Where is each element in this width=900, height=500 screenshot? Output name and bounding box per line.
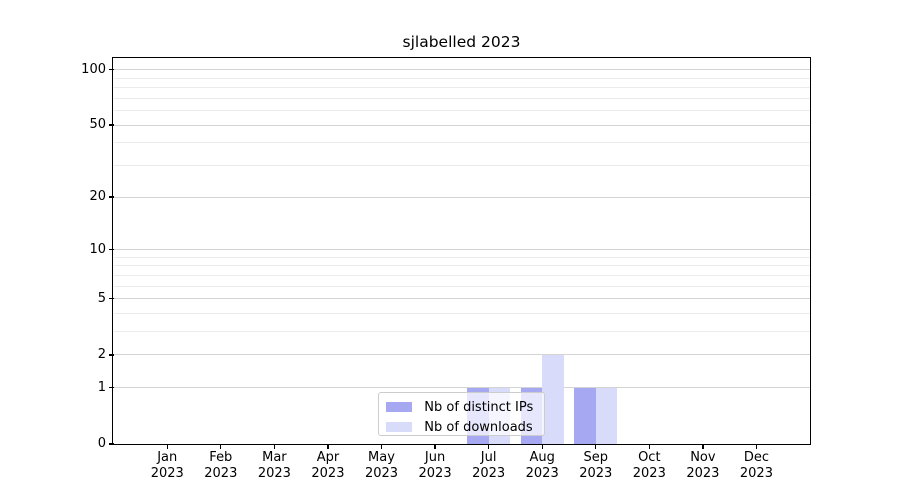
x-tick-label: Jul 2023: [472, 450, 506, 481]
x-tick-mark: [702, 444, 704, 449]
y-gridline-minor: [113, 164, 810, 166]
legend-label-downloads: Nb of downloads: [424, 419, 533, 435]
x-tick-mark: [434, 444, 436, 449]
x-tick-label: Sep 2023: [579, 450, 613, 481]
y-gridline-minor: [113, 312, 810, 314]
x-tick-mark: [380, 444, 383, 449]
legend: Nb of distinct IPs Nb of downloads: [378, 392, 546, 437]
x-tick-label: May 2023: [364, 450, 399, 481]
x-tick-label: Apr 2023: [311, 450, 345, 481]
x-tick-label: Aug 2023: [525, 450, 559, 481]
y-tick-label: 5: [97, 290, 106, 306]
x-tick-mark: [220, 444, 222, 449]
legend-entry-downloads: Nb of downloads: [386, 419, 537, 435]
x-tick-mark: [648, 444, 650, 449]
y-tick-label: 100: [81, 61, 106, 77]
x-tick-label: Jun 2023: [418, 450, 452, 481]
y-gridline-major: [113, 249, 810, 251]
x-tick-mark: [327, 444, 329, 449]
x-tick-mark: [487, 444, 490, 449]
y-tick-label: 0: [97, 436, 106, 451]
x-tick-label: Dec 2023: [739, 450, 773, 481]
y-gridline-minor: [113, 265, 810, 267]
y-gridline-minor: [113, 77, 810, 79]
y-gridline-major: [113, 387, 810, 389]
legend-label-distinct-ips: Nb of distinct IPs: [424, 399, 534, 415]
y-gridline-major: [113, 124, 810, 126]
x-tick-mark: [273, 444, 276, 449]
y-tick-mark: [108, 443, 114, 445]
y-tick-mark: [108, 387, 114, 389]
x-tick-label: Nov 2023: [686, 450, 720, 481]
bar-downloads: [542, 354, 564, 444]
bar-distinct-ips: [574, 387, 596, 444]
x-tick-mark: [166, 444, 168, 449]
y-tick-label: 2: [97, 346, 106, 362]
y-gridline-minor: [113, 142, 810, 144]
x-tick-mark: [755, 444, 758, 449]
y-gridline-minor: [113, 110, 810, 112]
y-gridline-minor: [113, 331, 810, 333]
x-tick-label: Mar 2023: [257, 450, 291, 481]
y-gridline-minor: [113, 274, 810, 276]
y-gridline-minor: [113, 87, 810, 89]
legend-entry-distinct-ips: Nb of distinct IPs: [386, 399, 537, 415]
bar-downloads: [595, 387, 618, 444]
y-gridline-major: [113, 69, 810, 71]
y-tick-mark: [108, 298, 114, 300]
legend-swatch-distinct-ips: [386, 402, 413, 413]
y-gridline-major: [113, 196, 810, 198]
y-tick-mark: [108, 248, 114, 251]
y-tick-label: 1: [97, 379, 106, 395]
y-tick-mark: [108, 354, 114, 356]
chart-title: sjlabelled 2023: [402, 33, 521, 51]
y-gridline-major: [113, 354, 810, 356]
y-tick-label: 20: [89, 189, 106, 205]
y-tick-label: 50: [89, 117, 106, 133]
y-tick-mark: [108, 124, 114, 126]
y-tick-mark: [108, 196, 114, 198]
y-gridline-minor: [113, 97, 810, 99]
y-gridline-minor: [113, 285, 810, 287]
legend-swatch-downloads: [386, 422, 413, 433]
x-tick-label: Feb 2023: [204, 450, 238, 481]
x-tick-mark: [595, 444, 597, 449]
plot-area: [113, 58, 810, 444]
x-tick-mark: [541, 444, 543, 449]
y-tick-mark: [108, 69, 114, 71]
y-gridline-minor: [113, 256, 810, 258]
x-tick-label: Oct 2023: [632, 450, 666, 481]
y-tick-label: 10: [89, 241, 106, 257]
x-tick-label: Jan 2023: [150, 450, 184, 481]
y-gridline-major: [113, 298, 810, 300]
